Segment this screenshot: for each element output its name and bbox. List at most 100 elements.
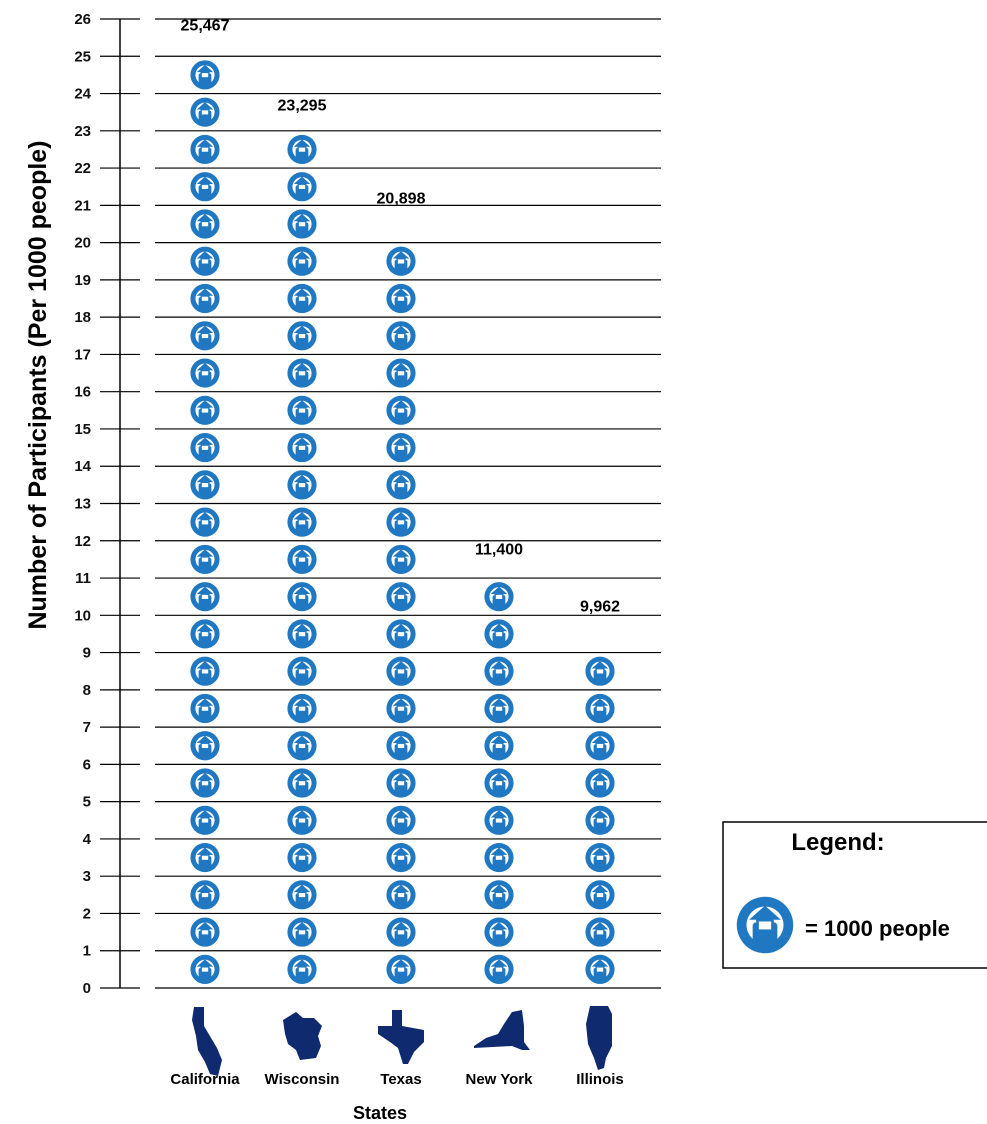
person-icon [287,880,317,910]
y-tick-label: 26 [74,11,91,28]
person-icon [190,60,220,90]
person-icon [190,283,220,314]
person-icon [190,470,220,500]
person-icon [386,582,416,612]
person-icon [287,321,317,351]
person-icon [585,768,615,798]
person-icon [484,731,514,761]
value-label: 11,400 [475,542,523,559]
y-tick-label: 6 [83,756,91,773]
person-icon [386,283,416,314]
person-icon [585,693,615,724]
y-tick-label: 16 [74,384,91,401]
y-tick-label: 18 [74,309,91,326]
person-icon [190,805,220,835]
person-icon [190,246,220,276]
california-shape-icon [192,1007,222,1076]
y-tick-label: 21 [74,197,91,214]
y-tick-label: 11 [75,570,91,587]
category-label: Texas [380,1071,421,1088]
person-icon [484,805,514,835]
value-labels: 25,467 23,295 20,898 11,400 9,962 [181,18,621,616]
new-york-shape-icon [474,1010,530,1050]
person-icon [484,656,514,686]
y-axis-title: Number of Participants (Per 1000 people) [24,140,52,629]
person-icon [585,805,615,835]
person-icon [190,395,220,425]
person-icon [287,693,317,724]
person-icon [484,768,514,798]
person-icon [287,582,317,612]
y-tick-label: 5 [83,794,91,811]
person-icon [386,693,416,724]
person-icon [190,433,220,463]
person-icon [287,842,317,873]
person-icon [386,656,416,686]
illinois-shape-icon [586,1006,612,1070]
person-icon [190,209,220,239]
legend-title: Legend: [791,829,884,856]
person-icon [386,321,416,351]
person-icon [190,321,220,351]
texas-shape-icon [378,1010,424,1064]
y-tick-label: 3 [83,868,91,885]
person-icon [190,880,220,910]
person-icon [484,619,514,649]
y-tick-labels: 0123456789101112131415161718192021222324… [74,11,91,997]
person-icon [190,917,220,947]
person-icon [484,954,514,984]
value-label: 25,467 [181,18,230,35]
person-icon [386,917,416,947]
person-icon [386,731,416,761]
y-tick-label: 22 [74,160,91,177]
person-icon [190,768,220,798]
person-icon [386,842,416,873]
person-icon [484,693,514,724]
y-tick-label: 1 [83,943,91,960]
y-tick-label: 25 [74,48,91,65]
person-icon [190,134,220,165]
x-axis-title: States [353,1103,407,1123]
category-label: New York [466,1071,534,1088]
person-icon [386,954,416,984]
person-icon [287,544,317,574]
state-shapes [192,1006,612,1076]
person-icon [484,842,514,873]
y-tick-label: 24 [74,86,91,103]
y-tick-label: 17 [74,346,91,363]
person-icon [190,582,220,612]
person-icon [585,842,615,873]
person-icon [287,619,317,649]
category-label: Illinois [576,1071,624,1088]
y-tick-label: 4 [83,831,92,848]
wisconsin-shape-icon [283,1012,322,1060]
y-tick-label: 23 [74,123,91,140]
y-tick-label: 0 [83,980,91,997]
value-label: 23,295 [278,98,327,115]
person-icon [287,433,317,463]
person-icon [287,209,317,239]
legend-text: = 1000 people [805,916,950,941]
y-tick-label: 2 [83,905,91,922]
person-icon [585,731,615,761]
person-icon [287,507,317,537]
person-icon [190,97,220,127]
category-label: Wisconsin [265,1071,340,1088]
person-icon [287,656,317,686]
person-icon [386,246,416,276]
person-icon [386,507,416,537]
value-label: 9,962 [580,599,620,616]
person-icon [287,917,317,947]
y-tick-label: 12 [74,533,91,550]
category-label: California [170,1071,240,1088]
partial-person-icon [386,211,416,239]
y-tick-label: 13 [74,496,91,513]
y-tick-label: 9 [83,645,91,662]
person-icon [287,283,317,314]
person-icon [386,880,416,910]
value-label: 20,898 [377,191,426,208]
person-icon [386,433,416,463]
person-icon [190,544,220,574]
person-icon [386,470,416,500]
